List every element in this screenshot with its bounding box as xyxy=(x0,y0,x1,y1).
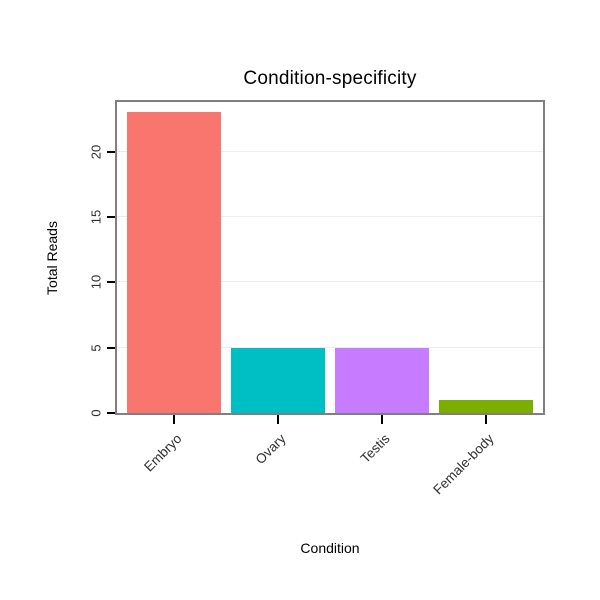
bar-testis xyxy=(335,347,429,413)
plot-area xyxy=(115,100,545,415)
x-tick xyxy=(173,415,175,424)
y-axis-label: Total Reads xyxy=(44,221,60,295)
y-tick-label: 20 xyxy=(88,144,104,159)
y-tick-label: 15 xyxy=(88,209,104,225)
chart-title: Condition-specificity xyxy=(243,68,417,89)
x-tick xyxy=(381,415,383,424)
y-tick xyxy=(107,215,115,218)
x-tick-label-ovary: Ovary xyxy=(252,431,289,468)
bar-female-body xyxy=(439,399,533,413)
y-tick xyxy=(107,412,115,414)
x-axis-label: Condition xyxy=(300,540,360,556)
gridline xyxy=(117,216,543,217)
y-tick-label: 0 xyxy=(88,409,104,417)
x-tick-label-testis: Testis xyxy=(357,431,393,467)
x-tick xyxy=(277,415,279,424)
y-tick xyxy=(107,281,115,284)
x-tick-label-female-body: Female-body xyxy=(430,431,497,498)
y-tick-label: 5 xyxy=(88,344,104,352)
bar-ovary xyxy=(231,347,325,413)
gridline xyxy=(117,281,543,283)
y-tick xyxy=(107,346,115,349)
x-tick-label-embryo: Embryo xyxy=(141,431,185,475)
bar-embryo xyxy=(127,112,221,413)
y-tick-label: 10 xyxy=(88,275,104,290)
y-tick xyxy=(107,150,115,153)
x-tick xyxy=(485,415,487,424)
gridline xyxy=(117,346,543,348)
gridline xyxy=(117,150,543,152)
